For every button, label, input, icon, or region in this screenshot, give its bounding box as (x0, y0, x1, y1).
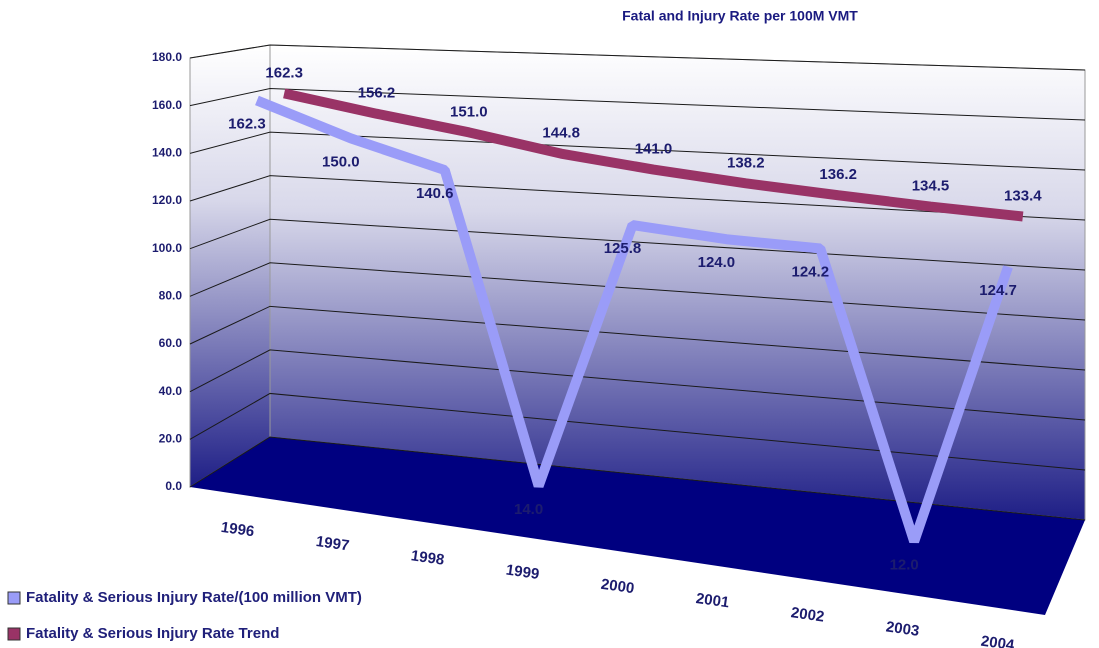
data-label: 156.2 (358, 85, 396, 102)
legend-swatch (7, 591, 21, 605)
grid-line (189, 131, 1086, 171)
x-tick-label: 2003 (885, 618, 920, 639)
x-tick-label: 1999 (505, 562, 540, 583)
grid-line (189, 436, 1086, 521)
y-tick-label: 120.0 (152, 193, 182, 207)
x-tick-label: 2001 (695, 590, 730, 611)
grid-line (189, 88, 1086, 121)
x-tick-label: 1998 (410, 547, 445, 568)
data-label: 134.5 (912, 178, 950, 195)
data-label: 162.3 (228, 115, 266, 132)
data-label: 136.2 (819, 166, 857, 183)
data-label: 124.0 (698, 254, 736, 271)
y-tick-label: 160.0 (152, 98, 182, 112)
grid-line (189, 218, 1086, 271)
chart-title: Fatal and Injury Rate per 100M VMT (622, 8, 858, 24)
x-tick-label: 2004 (980, 633, 1016, 648)
y-tick-label: 60.0 (159, 336, 183, 350)
legend-swatch (7, 627, 21, 641)
data-label: 150.0 (322, 153, 360, 170)
data-label: 133.4 (1004, 187, 1042, 204)
data-label: 124.7 (979, 282, 1017, 299)
data-label: 162.3 (265, 64, 303, 81)
data-label: 14.0 (514, 501, 543, 518)
y-tick-label: 100.0 (152, 241, 182, 255)
grid-line (189, 349, 1086, 421)
x-tick-label: 1997 (315, 533, 350, 554)
side-wall (189, 44, 271, 488)
data-label: 144.8 (542, 125, 580, 142)
data-label: 124.2 (792, 263, 830, 280)
y-tick-label: 140.0 (152, 146, 182, 160)
data-label: 138.2 (727, 154, 765, 171)
data-label: 12.0 (890, 556, 919, 573)
x-tick-label: 1996 (220, 519, 255, 540)
data-label: 141.0 (635, 141, 673, 158)
x-tick-label: 2000 (600, 576, 635, 597)
data-label: 125.8 (604, 240, 642, 257)
floor (190, 437, 1085, 615)
y-tick-label: 20.0 (159, 432, 183, 446)
grid-line (189, 44, 1086, 71)
data-label: 151.0 (450, 103, 488, 120)
grid-line (189, 262, 1086, 321)
y-tick-label: 0.0 (165, 479, 182, 493)
series-line (255, 95, 1013, 544)
y-tick-label: 180.0 (152, 50, 182, 64)
y-tick-label: 40.0 (159, 384, 183, 398)
grid-line (189, 305, 1086, 371)
grid-line (189, 392, 1086, 471)
grid-line (189, 175, 1086, 221)
y-tick-label: 80.0 (159, 289, 183, 303)
legend-label: Fatality & Serious Injury Rate/(100 mill… (26, 589, 362, 606)
series-line (283, 88, 1024, 222)
data-label: 140.6 (416, 185, 454, 202)
legend-label: Fatality & Serious Injury Rate Trend (26, 625, 279, 642)
x-tick-label: 2002 (790, 604, 825, 625)
